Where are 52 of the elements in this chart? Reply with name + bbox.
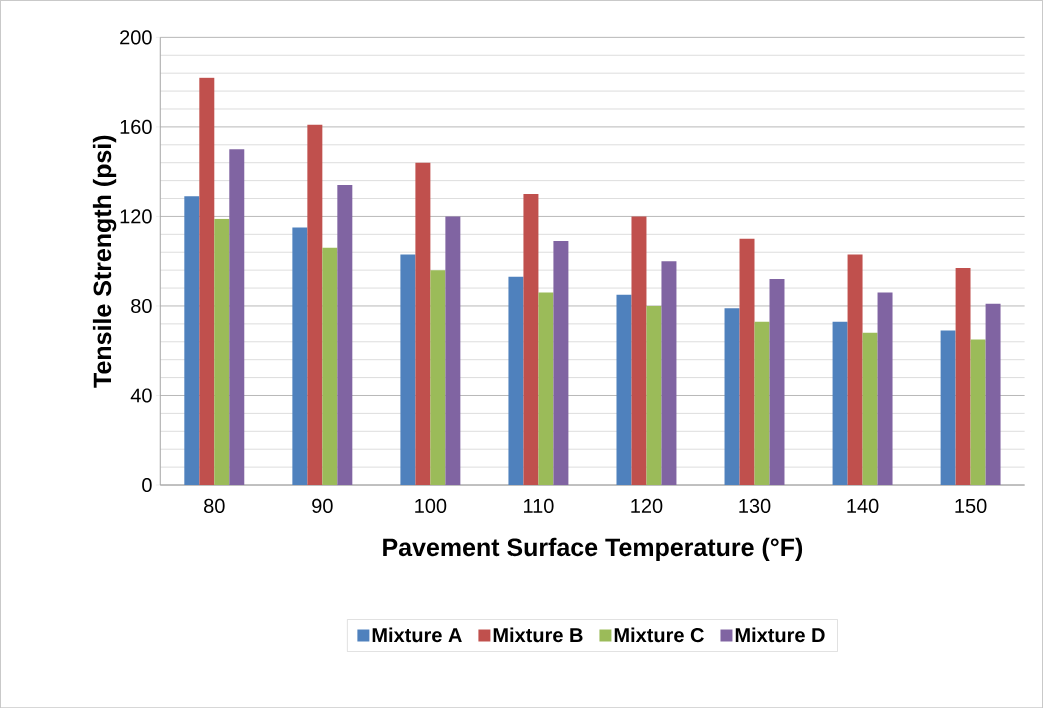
bar	[724, 308, 740, 485]
bar	[400, 254, 416, 485]
bar	[940, 330, 956, 485]
bar	[553, 240, 569, 485]
bar	[322, 247, 338, 485]
x-tick-label: 140	[847, 498, 879, 513]
bar	[661, 261, 677, 485]
bar	[337, 184, 353, 485]
bar	[538, 292, 554, 485]
bar	[508, 276, 524, 485]
bar	[769, 278, 785, 485]
x-tick-label: 90	[312, 498, 333, 513]
bar	[985, 303, 1001, 485]
y-axis-title: Tensile Strength (psi)	[92, 135, 117, 388]
y-tick-label: 80	[131, 298, 152, 313]
bar	[616, 294, 632, 485]
bar	[307, 124, 323, 485]
legend-label: Mixture A	[372, 627, 462, 643]
bar	[184, 196, 200, 485]
bar	[445, 216, 461, 485]
y-tick-label: 160	[120, 119, 152, 134]
x-tick-label: 120	[631, 498, 663, 513]
bar	[847, 254, 863, 485]
y-tick-label: 40	[130, 388, 152, 403]
bar	[832, 321, 848, 485]
bar	[229, 149, 245, 485]
bar	[631, 216, 647, 485]
bar	[292, 227, 308, 485]
y-tick-label: 120	[120, 209, 152, 224]
legend-label: Mixture C	[614, 627, 704, 643]
x-tick-label: 130	[739, 498, 771, 513]
bar	[430, 270, 446, 485]
bar	[646, 305, 662, 485]
legend-label: Mixture B	[493, 627, 583, 643]
bar	[523, 193, 539, 485]
bar	[415, 162, 431, 485]
legend-label: Mixture D	[735, 627, 825, 643]
x-tick-label: 100	[415, 498, 447, 513]
x-axis-title: Pavement Surface Temperature (°F)	[383, 537, 803, 561]
y-tick-label: 0	[142, 477, 152, 492]
x-tick-label: 110	[524, 498, 554, 513]
x-tick-label: 150	[955, 498, 987, 513]
bar	[877, 292, 893, 485]
bar	[214, 218, 230, 485]
bar	[754, 321, 770, 485]
y-tick-label: 200	[120, 30, 152, 45]
bar	[970, 339, 986, 485]
bar	[862, 332, 878, 485]
bar	[739, 238, 755, 485]
x-tick-label: 80	[204, 498, 225, 513]
bar	[199, 77, 215, 485]
bar	[955, 267, 971, 485]
